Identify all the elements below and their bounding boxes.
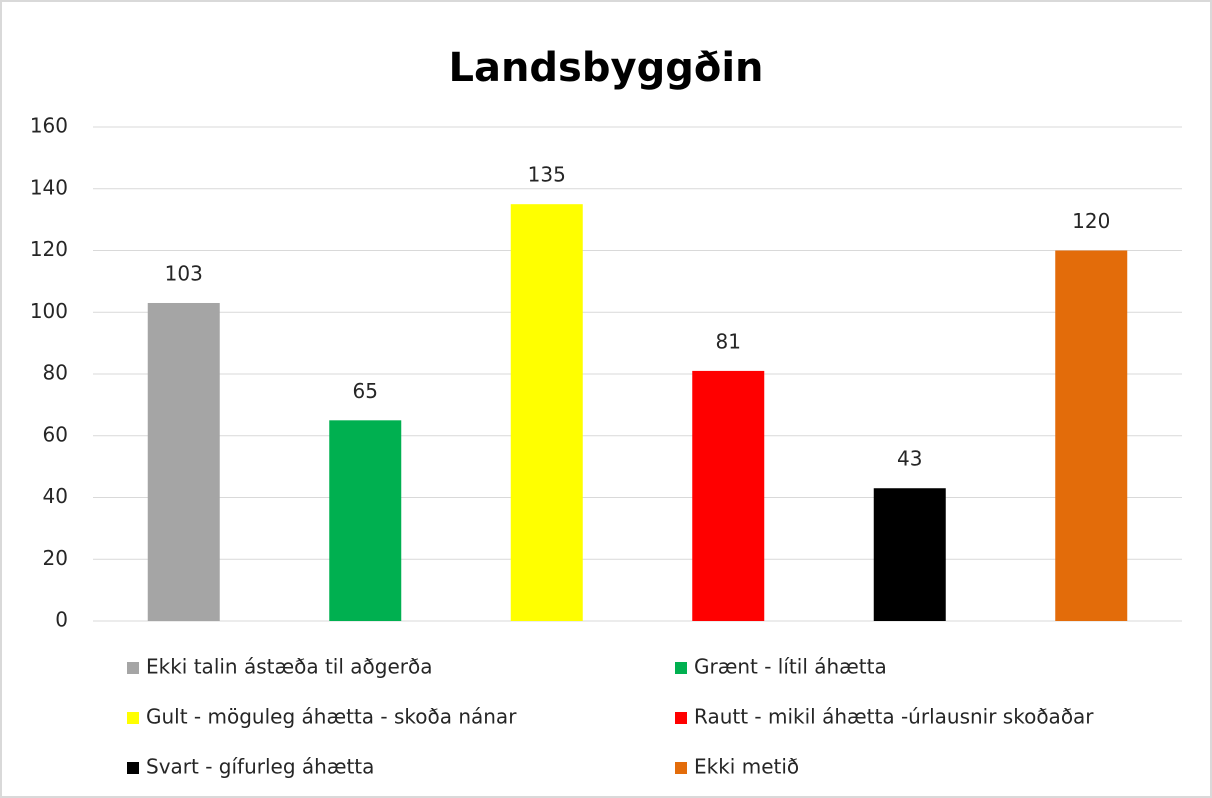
data-label: 81 xyxy=(716,329,741,353)
data-label: 43 xyxy=(897,447,922,471)
data-label: 120 xyxy=(1072,209,1110,233)
y-tick-label: 140 xyxy=(30,175,68,199)
legend-label: Grænt - lítil áhætta xyxy=(694,655,887,679)
y-tick-label: 100 xyxy=(30,299,68,323)
legend-swatch xyxy=(675,762,687,774)
legend-swatch xyxy=(127,712,139,724)
bar xyxy=(1055,250,1128,621)
bar xyxy=(147,302,220,621)
legend-label: Gult - möguleg áhætta - skoða nánar xyxy=(146,705,517,729)
y-tick-label: 0 xyxy=(55,608,68,632)
y-tick-label: 60 xyxy=(43,422,68,446)
legend-swatch xyxy=(675,662,687,674)
data-label: 103 xyxy=(165,261,203,285)
data-label: 135 xyxy=(528,163,566,187)
legend-swatch xyxy=(675,712,687,724)
bar xyxy=(329,420,402,621)
legend-label: Svart - gífurleg áhætta xyxy=(146,755,374,779)
y-tick-label: 40 xyxy=(43,484,68,508)
bar xyxy=(692,370,765,621)
bar xyxy=(510,204,583,621)
legend-label: Ekki talin ástæða til aðgerða xyxy=(146,655,432,679)
y-tick-label: 160 xyxy=(30,114,68,138)
chart-title: Landsbyggðin xyxy=(448,45,763,91)
legend-label: Rautt - mikil áhætta -úrlausnir skoðaðar xyxy=(694,705,1094,729)
data-label: 65 xyxy=(353,379,378,403)
y-tick-label: 20 xyxy=(43,546,68,570)
y-tick-label: 120 xyxy=(30,237,68,261)
y-tick-label: 80 xyxy=(43,361,68,385)
bar xyxy=(873,488,946,621)
legend-swatch xyxy=(127,662,139,674)
legend-label: Ekki metið xyxy=(694,755,799,779)
legend-swatch xyxy=(127,762,139,774)
